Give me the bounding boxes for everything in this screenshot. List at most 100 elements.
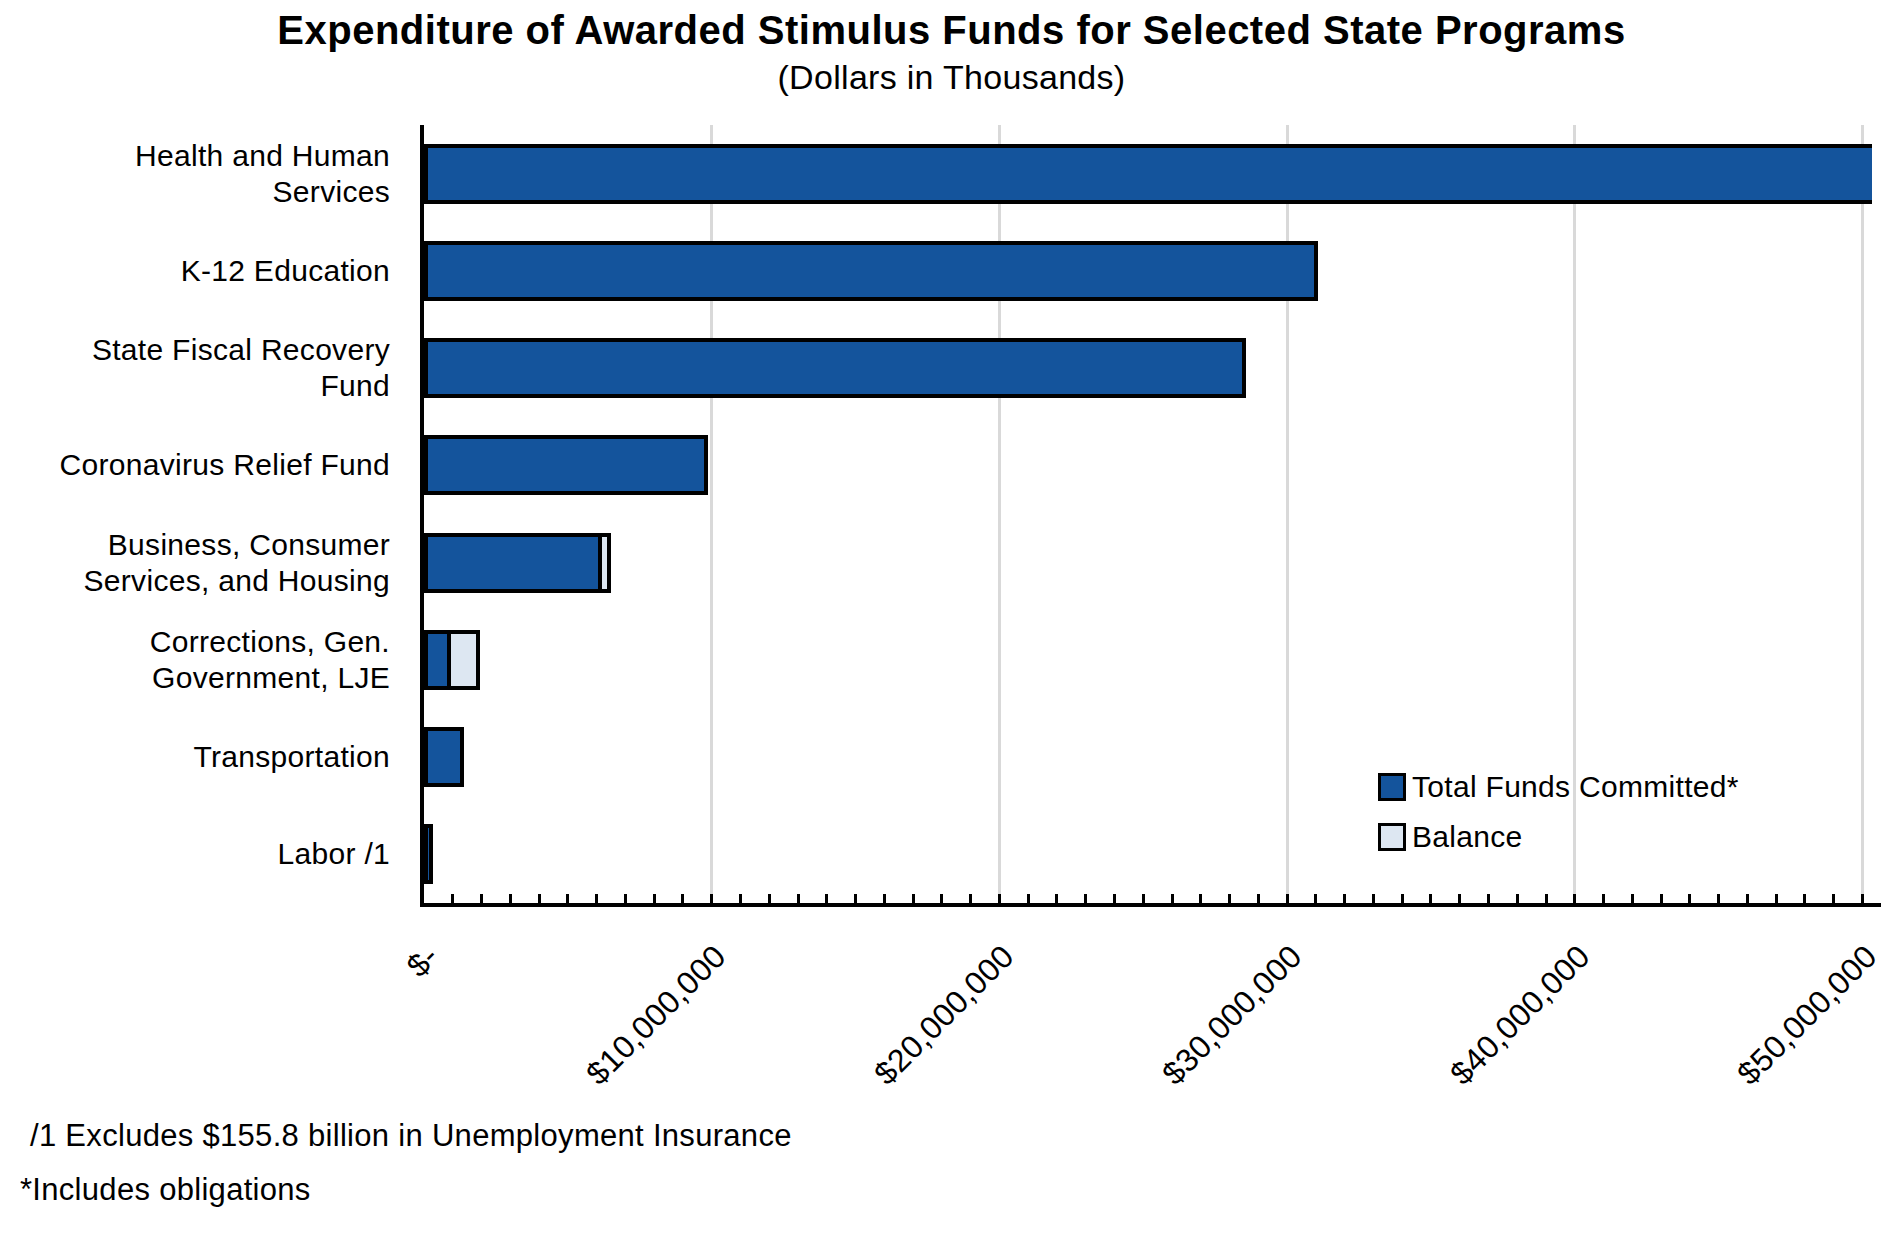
category-label-line: Health and Human [0,138,390,174]
bar-balance-5 [447,630,480,690]
axis-minor-tick [1372,894,1375,903]
axis-minor-tick [1516,894,1519,903]
footnote-obligations: *Includes obligations [20,1172,311,1208]
legend-item-balance: Balance [1378,820,1739,854]
axis-minor-tick [1027,894,1030,903]
bar-row-1 [424,241,1318,301]
chart-canvas: Expenditure of Awarded Stimulus Funds fo… [0,0,1903,1238]
category-label-3: Coronavirus Relief Fund [0,447,390,483]
bar-row-3 [424,435,708,495]
value-tick-label-0: $- [399,938,446,985]
bar-committed-0 [424,144,1872,204]
category-label-line: Business, Consumer [0,527,390,563]
axis-minor-tick [739,894,742,903]
category-label-7: Labor /1 [0,836,390,872]
category-label-line: Government, LJE [0,660,390,696]
axis-minor-tick [1257,894,1260,903]
legend-label-balance: Balance [1406,820,1523,854]
category-label-line: Services [0,174,390,210]
bar-committed-4 [424,533,602,593]
axis-minor-tick [451,894,454,903]
axis-minor-tick [1631,894,1634,903]
bar-committed-1 [424,241,1318,301]
category-label-6: Transportation [0,739,390,775]
axis-minor-tick [998,894,1001,903]
axis-minor-tick [1775,894,1778,903]
axis-minor-tick [1343,894,1346,903]
axis-minor-tick [681,894,684,903]
chart-subtitle: (Dollars in Thousands) [0,58,1903,97]
bar-committed-7 [424,824,433,884]
axis-minor-tick [1429,894,1432,903]
bar-row-7 [424,824,433,884]
bar-committed-3 [424,435,708,495]
axis-minor-tick [1401,894,1404,903]
category-label-4: Business, ConsumerServices, and Housing [0,527,390,599]
axis-minor-tick [1803,894,1806,903]
axis-minor-tick [1545,894,1548,903]
category-label-2: State Fiscal RecoveryFund [0,332,390,404]
axis-minor-tick [1142,894,1145,903]
value-tick-label-4: $40,000,000 [1443,938,1597,1092]
axis-minor-tick [595,894,598,903]
value-tick-label-5: $50,000,000 [1730,938,1884,1092]
category-label-line: Corrections, Gen. [0,624,390,660]
category-label-line: Coronavirus Relief Fund [0,447,390,483]
axis-minor-tick [912,894,915,903]
axis-minor-tick [1573,894,1576,903]
footnote-unemployment: /1 Excludes $155.8 billion in Unemployme… [30,1118,792,1154]
category-label-line: State Fiscal Recovery [0,332,390,368]
axis-minor-tick [1746,894,1749,903]
axis-minor-tick [480,894,483,903]
axis-minor-tick [710,894,713,903]
value-tick-label-1: $10,000,000 [580,938,734,1092]
axis-minor-tick [1717,894,1720,903]
axis-minor-tick [854,894,857,903]
legend-swatch-balance [1378,823,1406,851]
value-tick-label-3: $30,000,000 [1155,938,1309,1092]
axis-minor-tick [940,894,943,903]
axis-minor-tick [883,894,886,903]
axis-minor-tick [1084,894,1087,903]
legend-label-committed: Total Funds Committed* [1406,770,1739,804]
axis-minor-tick [825,894,828,903]
category-label-0: Health and HumanServices [0,138,390,210]
bar-row-5 [424,630,480,690]
bar-committed-6 [424,727,464,787]
axis-minor-tick [566,894,569,903]
chart-title: Expenditure of Awarded Stimulus Funds fo… [0,8,1903,53]
axis-minor-tick [1861,894,1864,903]
axis-minor-tick [1832,894,1835,903]
axis-minor-tick [509,894,512,903]
category-label-line: K-12 Education [0,253,390,289]
legend-item-committed: Total Funds Committed* [1378,770,1739,804]
bar-row-4 [424,533,611,593]
category-label-line: Transportation [0,739,390,775]
axis-minor-tick [1286,894,1289,903]
bar-row-0 [424,144,1872,204]
legend-swatch-committed [1378,773,1406,801]
axis-minor-tick [1688,894,1691,903]
category-label-5: Corrections, Gen.Government, LJE [0,624,390,696]
axis-minor-tick [768,894,771,903]
category-label-1: K-12 Education [0,253,390,289]
axis-minor-tick [1055,894,1058,903]
axis-minor-tick [1487,894,1490,903]
bar-committed-2 [424,338,1246,398]
axis-minor-tick [969,894,972,903]
axis-minor-tick [1228,894,1231,903]
axis-minor-tick [1171,894,1174,903]
axis-minor-tick [1113,894,1116,903]
axis-minor-tick [624,894,627,903]
legend: Total Funds Committed* Balance [1378,770,1739,854]
axis-minor-tick [1458,894,1461,903]
axis-minor-tick [653,894,656,903]
bar-row-6 [424,727,464,787]
axis-minor-tick [797,894,800,903]
category-label-line: Fund [0,368,390,404]
axis-minor-tick [1660,894,1663,903]
axis-minor-tick [538,894,541,903]
gridline-5 [1861,125,1864,903]
axis-minor-tick [1199,894,1202,903]
bar-row-2 [424,338,1246,398]
